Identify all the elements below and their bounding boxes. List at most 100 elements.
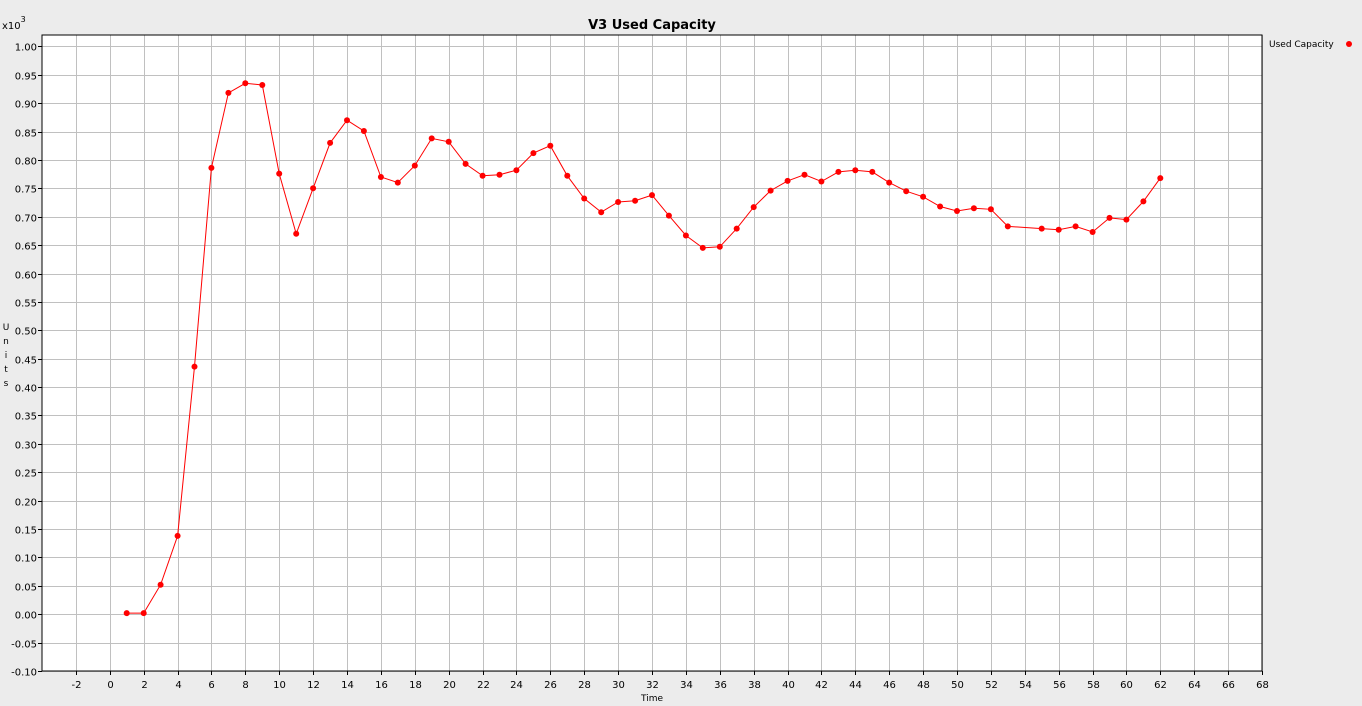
y-tick-label: 0.25 — [15, 469, 37, 480]
data-point — [428, 135, 435, 142]
data-point — [191, 363, 198, 370]
x-tick-label: 64 — [1188, 680, 1201, 691]
y-tick-label: 0.70 — [15, 214, 37, 225]
data-point — [123, 610, 130, 617]
data-point — [699, 244, 706, 251]
data-point — [750, 204, 757, 211]
y-tick-label: 1.00 — [15, 43, 37, 54]
y-tick-label: 0.85 — [15, 129, 37, 140]
data-point — [1004, 223, 1011, 230]
y-tick-label: 0.15 — [15, 526, 37, 537]
y-tick-label: 0.65 — [15, 242, 37, 253]
y-tick-label: 0.80 — [15, 157, 37, 168]
data-point — [581, 195, 588, 202]
x-tick-label: 24 — [510, 680, 523, 691]
x-tick-label: 16 — [375, 680, 388, 691]
x-tick-label: 22 — [477, 680, 490, 691]
x-tick-label: 8 — [242, 680, 248, 691]
data-point — [801, 171, 808, 178]
y-tick-label: 0.00 — [15, 611, 37, 622]
y-multiplier-label: x103 — [2, 15, 26, 32]
data-point — [733, 225, 740, 232]
data-point — [513, 167, 520, 174]
data-point — [208, 164, 215, 171]
x-tick-label: 36 — [714, 680, 727, 691]
x-tick-label: 60 — [1120, 680, 1133, 691]
y-tick-label: 0.30 — [15, 441, 37, 452]
x-tick-label: -2 — [72, 680, 82, 691]
y-tick-label: -0.05 — [11, 640, 37, 651]
tick-marks — [38, 46, 1263, 675]
data-point — [445, 138, 452, 145]
series-group — [123, 80, 1164, 617]
y-axis-title-letter: s — [4, 379, 9, 389]
y-tick-label: 0.45 — [15, 356, 37, 367]
y-tick-label: 0.55 — [15, 299, 37, 310]
data-point — [920, 193, 927, 200]
x-tick-label: 12 — [307, 680, 320, 691]
x-tick-label: 40 — [782, 680, 795, 691]
x-tick-label: 20 — [443, 680, 456, 691]
y-tick-label: 0.35 — [15, 412, 37, 423]
x-tick-label: 38 — [748, 680, 761, 691]
x-tick-label: 26 — [544, 680, 557, 691]
y-axis-title-letter: i — [5, 351, 8, 361]
x-tick-label: 54 — [1019, 680, 1032, 691]
plot-frame — [41, 34, 1263, 672]
data-point — [665, 212, 672, 219]
x-tick-label: 4 — [175, 680, 181, 691]
y-tick-label: 0.10 — [15, 554, 37, 565]
data-point — [615, 199, 622, 205]
data-point — [310, 185, 317, 192]
data-point — [1157, 175, 1164, 182]
data-point — [394, 179, 401, 186]
data-point — [767, 187, 774, 194]
x-tick-label: 42 — [815, 680, 828, 691]
x-tick-label: 14 — [341, 680, 354, 691]
x-tick-label: 68 — [1256, 680, 1269, 691]
data-point — [954, 208, 960, 214]
data-point — [242, 80, 249, 87]
data-point — [1140, 198, 1147, 205]
data-point — [1055, 226, 1062, 233]
x-tick-label: 18 — [409, 680, 422, 691]
x-tick-label: 46 — [883, 680, 896, 691]
y-axis-title-letter: n — [3, 337, 9, 347]
legend: Used Capacity — [1269, 40, 1352, 50]
data-point — [970, 205, 977, 212]
data-point — [632, 197, 639, 204]
x-tick-label: 56 — [1053, 680, 1066, 691]
data-point — [1072, 223, 1079, 230]
y-tick-label: 0.20 — [15, 498, 37, 509]
data-point — [987, 206, 994, 213]
data-point — [479, 172, 486, 179]
x-tick-label: 50 — [951, 680, 964, 691]
data-point — [259, 82, 266, 88]
data-point — [530, 150, 537, 157]
data-point — [377, 174, 384, 180]
x-tick-label: 10 — [273, 680, 286, 691]
data-point — [784, 177, 791, 184]
data-point — [344, 117, 350, 124]
data-point — [1089, 229, 1096, 235]
data-point — [327, 139, 334, 146]
y-tick-labels: -0.10 -0.05 0.00 0.05 0.10 0.15 0.20 0.25 0.30 0.… — [11, 43, 37, 679]
x-tick-label: 58 — [1087, 680, 1100, 691]
x-tick-label: 44 — [849, 680, 862, 691]
x-tick-label: 6 — [208, 680, 214, 691]
x-tick-label: 30 — [612, 680, 625, 691]
data-point — [547, 142, 554, 149]
x-tick-label: 28 — [578, 680, 591, 691]
data-point — [852, 167, 859, 174]
data-point — [1106, 214, 1113, 221]
data-point — [886, 179, 893, 186]
y-tick-label: 0.05 — [15, 583, 37, 594]
legend-label: Used Capacity — [1269, 40, 1334, 50]
x-tick-label: 62 — [1154, 680, 1167, 691]
x-tick-label: 2 — [141, 680, 147, 691]
data-point — [564, 172, 571, 179]
x-tick-labels: -2 0 2 4 6 8 10 12 14 16 18 20 22 24 26 28 30 32 34 36 38 40 4… — [72, 680, 1269, 691]
